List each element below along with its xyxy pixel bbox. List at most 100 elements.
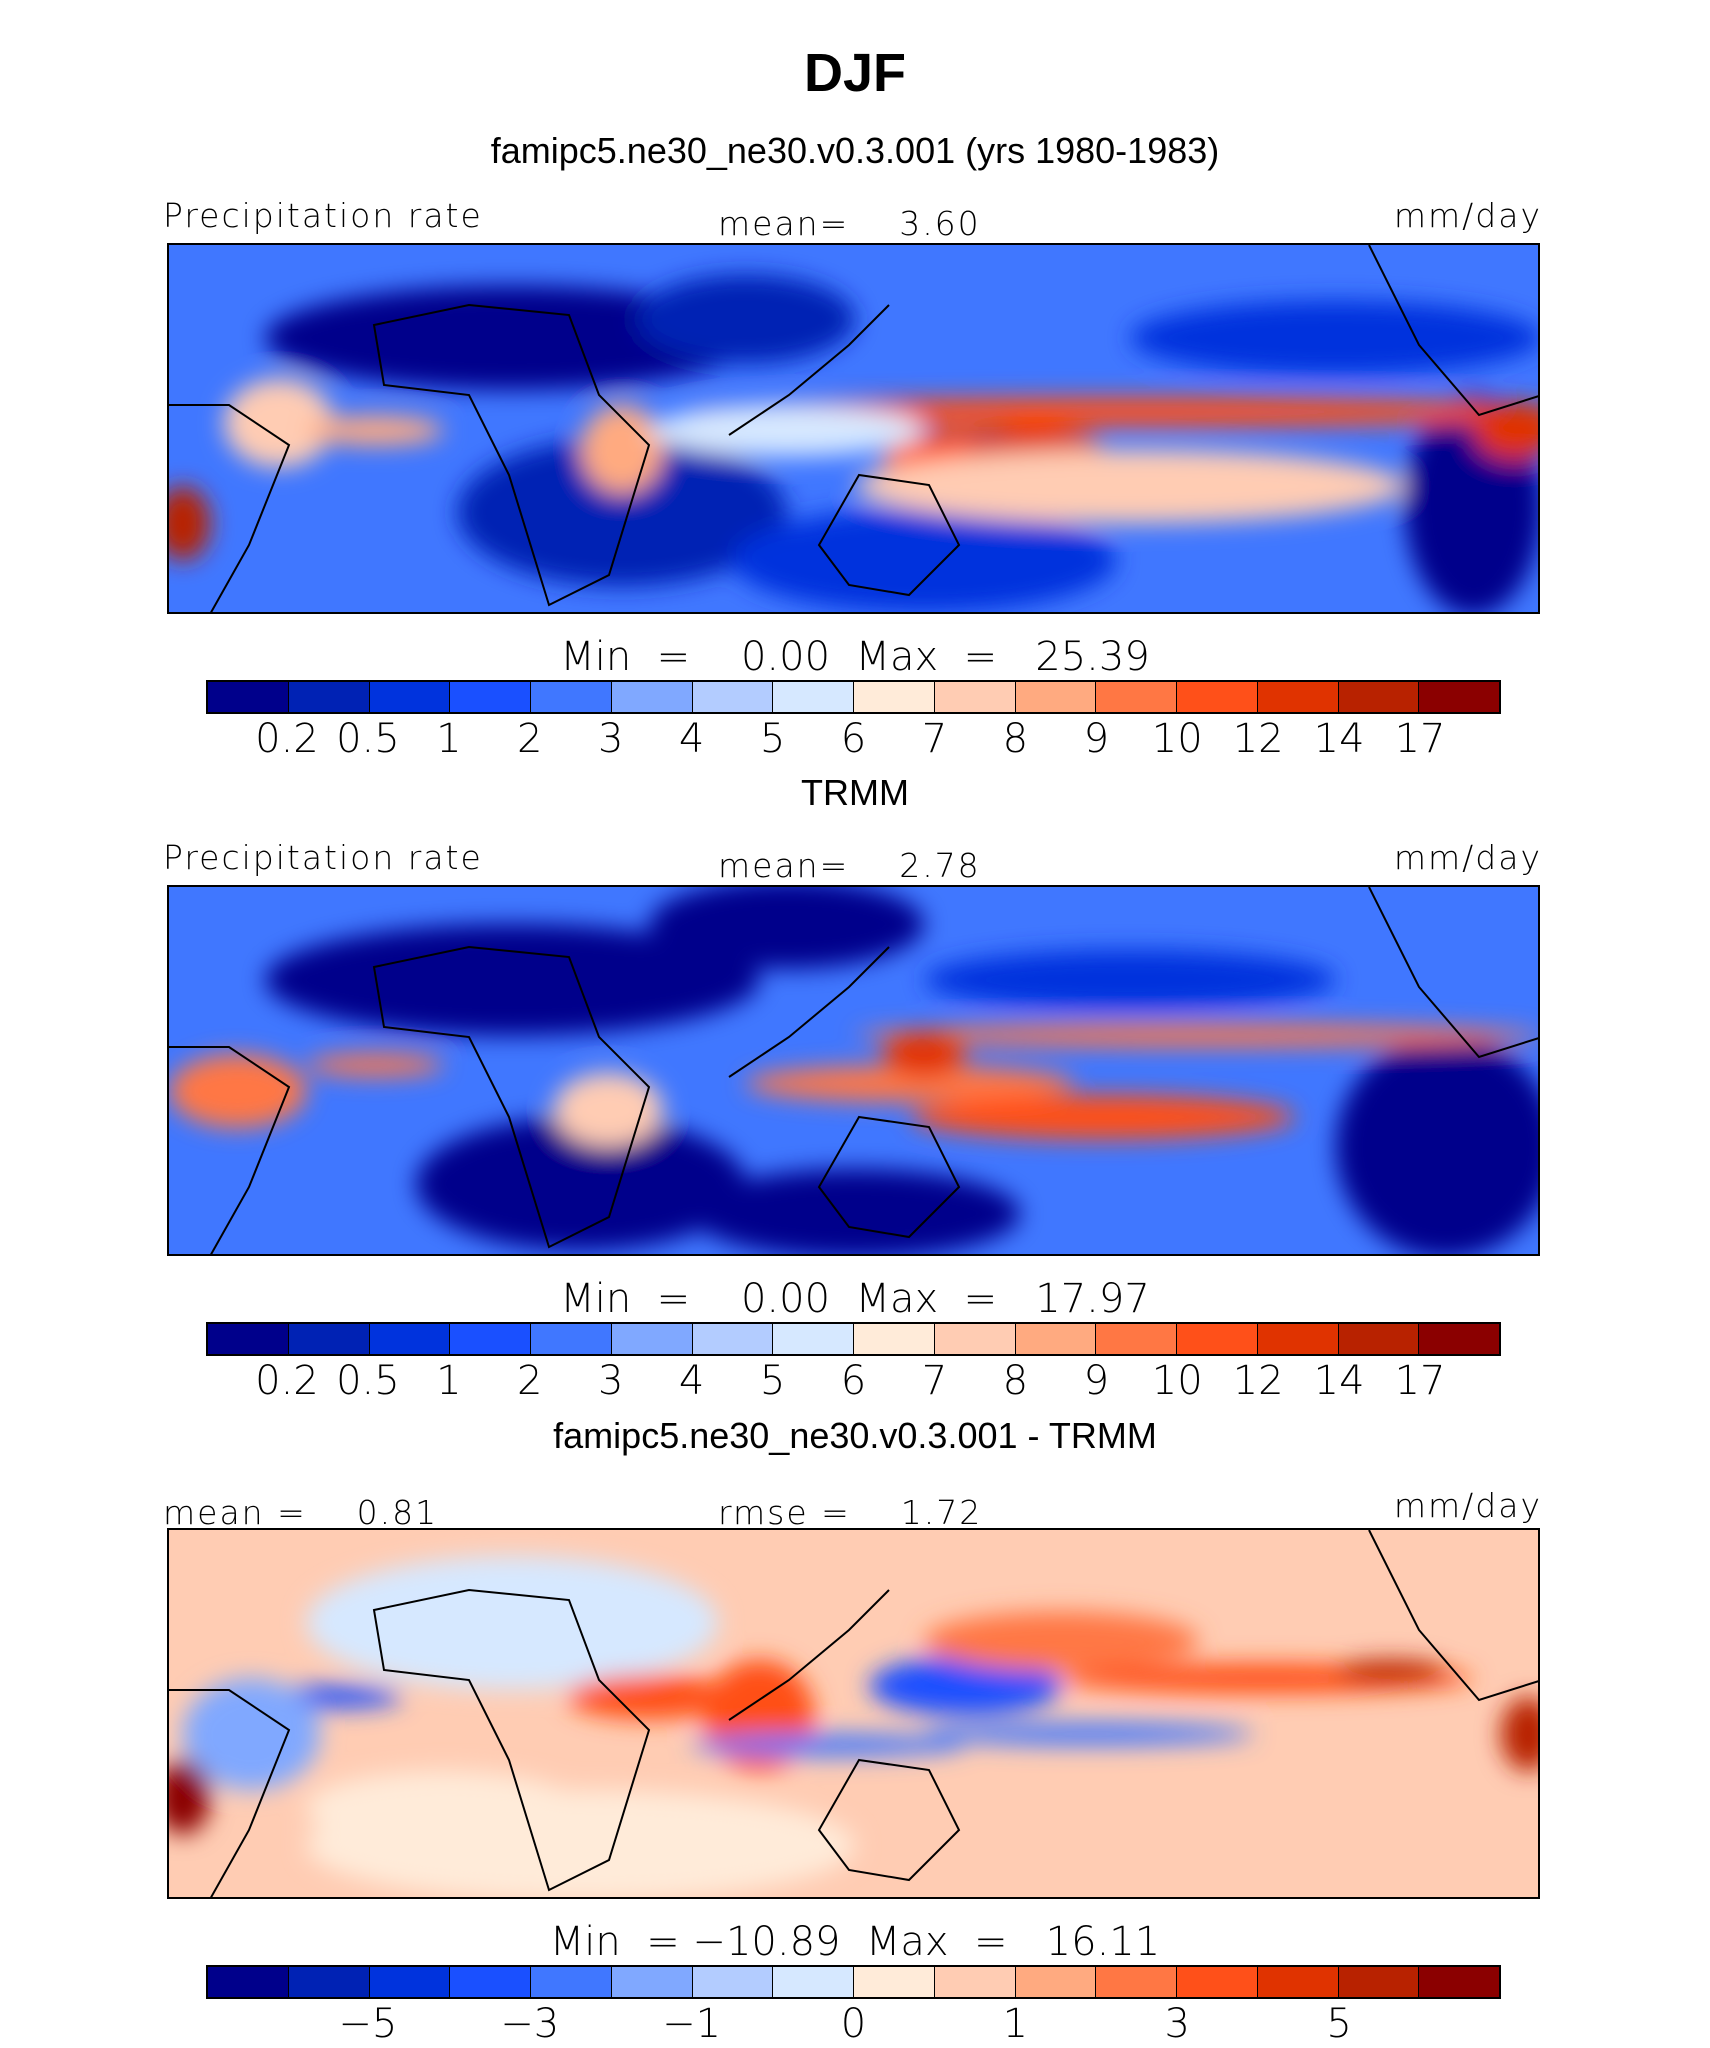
colorbar-box	[611, 1324, 693, 1354]
field-region	[924, 1722, 1254, 1746]
colorbar-tick-label: 10	[1151, 716, 1203, 762]
colorbar-box	[288, 1967, 370, 1997]
field-region	[580, 404, 664, 494]
colorbar-box	[1338, 1324, 1420, 1354]
colorbar-box	[854, 1324, 935, 1354]
coastline	[169, 245, 1538, 612]
colorbar	[206, 1322, 1501, 1356]
colorbar-tick-label: 3	[597, 716, 624, 762]
colorbar-tick-label: 4	[678, 1358, 705, 1404]
colorbar-box	[531, 1324, 612, 1354]
colorbar-box	[692, 1967, 774, 1997]
colorbar-tick-label: 5	[1326, 2001, 1352, 2047]
panel-title: TRMM	[801, 772, 909, 813]
colorbar-tick-label: 7	[921, 716, 948, 762]
colorbar-box	[934, 682, 1016, 712]
field-region	[182, 1678, 321, 1790]
colorbar-box	[450, 1324, 531, 1354]
colorbar-tick-label: 0.5	[336, 716, 400, 762]
colorbar-box	[692, 1324, 774, 1354]
field-region	[649, 404, 925, 457]
field-region	[169, 486, 211, 561]
colorbar-box	[288, 682, 370, 712]
field-region	[1473, 400, 1538, 461]
colorbar-tick-label: 0	[840, 2001, 867, 2047]
figure-title: DJF	[803, 43, 906, 103]
field-region	[635, 274, 856, 364]
colorbar-box	[692, 682, 774, 712]
field-region	[924, 1611, 1199, 1671]
colorbar-tick-label: −1	[662, 2001, 722, 2047]
field-region	[567, 1674, 732, 1720]
colorbar-box	[1257, 1967, 1339, 1997]
field-region	[869, 1656, 1062, 1716]
field-region	[1130, 300, 1538, 375]
field-region	[910, 1094, 1295, 1140]
field-region	[457, 437, 787, 587]
contour-field	[169, 1530, 1538, 1897]
colorbar-box	[1419, 1324, 1499, 1354]
center-label: mean= 3.60	[718, 204, 981, 243]
colorbar-box	[450, 1967, 531, 1997]
field-region	[306, 1771, 581, 1846]
colorbar-tick-label: 5	[759, 716, 786, 762]
field-region	[855, 449, 1405, 524]
colorbar-box	[531, 682, 612, 712]
colorbar-tick-label: 4	[678, 716, 705, 762]
field-region	[169, 1760, 211, 1835]
colorbar-box	[854, 1967, 935, 1997]
colorbar-tick-label: 5	[759, 1358, 786, 1404]
field-region	[306, 1053, 444, 1077]
colorbar-tick-label: 12	[1232, 716, 1284, 762]
colorbar-tick-label: 9	[1083, 1358, 1110, 1404]
colorbar-box	[369, 1967, 451, 1997]
colorbar-box	[934, 1967, 1016, 1997]
field-region	[416, 1117, 746, 1251]
colorbar-tick-label: 17	[1394, 716, 1446, 762]
field-region	[265, 285, 760, 390]
map-plot	[167, 243, 1540, 614]
units-label: mm/day	[1393, 838, 1542, 877]
field-region	[855, 1024, 1538, 1047]
field-region	[306, 415, 444, 446]
colorbar-box	[531, 1967, 612, 1997]
colorbar-box	[854, 682, 935, 712]
colorbar-box	[1419, 682, 1499, 712]
colorbar-box	[369, 682, 451, 712]
colorbar-tick-label: 8	[1002, 716, 1029, 762]
colorbar-box	[1257, 1324, 1339, 1354]
colorbar-box	[369, 1324, 451, 1354]
colorbar-tick-label: 0.2	[255, 716, 319, 762]
min-max-label: Min = 0.00 Max = 17.97	[560, 1276, 1150, 1322]
colorbar-box	[773, 1324, 854, 1354]
min-max-label: Min = −10.89 Max = 16.11	[549, 1919, 1161, 1965]
units-label: mm/day	[1393, 1486, 1542, 1525]
colorbar-tick-label: 14	[1313, 716, 1365, 762]
colorbar-tick-label: 0.2	[255, 1358, 319, 1404]
contour-field	[169, 245, 1538, 612]
field-region	[882, 1031, 966, 1077]
colorbar-tick-label: 8	[1002, 1358, 1029, 1404]
colorbar-box	[1257, 682, 1339, 712]
units-label: mm/day	[1393, 196, 1542, 235]
colorbar-tick-label: 2	[517, 716, 543, 762]
field-region	[1336, 1659, 1446, 1683]
field-region	[306, 1555, 719, 1690]
center-label: mean= 2.78	[718, 846, 981, 885]
colorbar-box	[1177, 1967, 1258, 1997]
colorbar-box	[773, 682, 854, 712]
colorbar-tick-label: −3	[500, 2001, 560, 2047]
colorbar-box	[1096, 1324, 1177, 1354]
colorbar-tick-label: 10	[1151, 1358, 1203, 1404]
field-region	[169, 1053, 307, 1129]
colorbar-tick-label: 3	[597, 1358, 624, 1404]
panel-title: famipc5.ne30_ne30.v0.3.001 (yrs 1980-198…	[490, 130, 1220, 171]
colorbar-box	[1096, 682, 1177, 712]
colorbar-box	[1419, 1967, 1499, 1997]
colorbar-tick-label: 6	[840, 1358, 867, 1404]
panel-title: famipc5.ne30_ne30.v0.3.001 - TRMM	[553, 1415, 1157, 1456]
colorbar-tick-label: 14	[1313, 1358, 1365, 1404]
colorbar-box	[208, 682, 289, 712]
colorbar-box	[1177, 682, 1258, 712]
